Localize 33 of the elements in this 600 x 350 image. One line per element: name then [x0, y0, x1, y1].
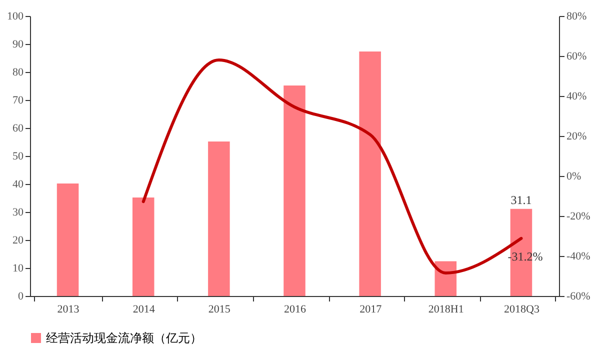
bar [56, 183, 79, 296]
x-tick-label: 2015 [208, 304, 231, 316]
y2-tick-label: -20% [566, 210, 590, 222]
y-tick-label: 30 [12, 206, 24, 218]
x-tick-label: 2013 [57, 304, 80, 316]
x-tick-label: 2018Q3 [504, 304, 540, 316]
x-tick-label: 2018H1 [428, 304, 464, 316]
y-tick-label: 90 [12, 38, 24, 50]
x-tick-label: 2014 [132, 304, 156, 316]
y2-tick-label: -40% [566, 250, 590, 262]
legend-label: 经营活动现金流净额（亿元） [46, 331, 202, 345]
x-tick-label: 2016 [284, 304, 306, 316]
x-tick-label: 2017 [360, 304, 382, 316]
y2-tick-label: 0% [566, 170, 582, 182]
y2-tick-label: 80% [566, 10, 587, 22]
data-label: 31.1 [510, 192, 532, 207]
bar [208, 141, 230, 296]
y2-tick-label: 20% [566, 130, 587, 142]
y-tick-label: 20 [12, 234, 24, 246]
y-tick-label: 0 [18, 290, 24, 302]
y-tick-label: 60 [12, 122, 24, 134]
y-tick-label: 50 [12, 150, 24, 162]
y-tick-label: 70 [12, 94, 24, 106]
y-tick-label: 80 [12, 66, 24, 78]
y-tick-label: 100 [7, 10, 24, 22]
y2-tick-label: 60% [566, 50, 587, 62]
bar [284, 85, 306, 296]
bar [359, 52, 381, 296]
y2-tick-label: -60% [566, 290, 590, 302]
bar [132, 197, 154, 296]
y-tick-label: 40 [12, 178, 24, 190]
y2-tick-label: 40% [566, 90, 587, 102]
y-tick-label: 10 [12, 262, 24, 274]
